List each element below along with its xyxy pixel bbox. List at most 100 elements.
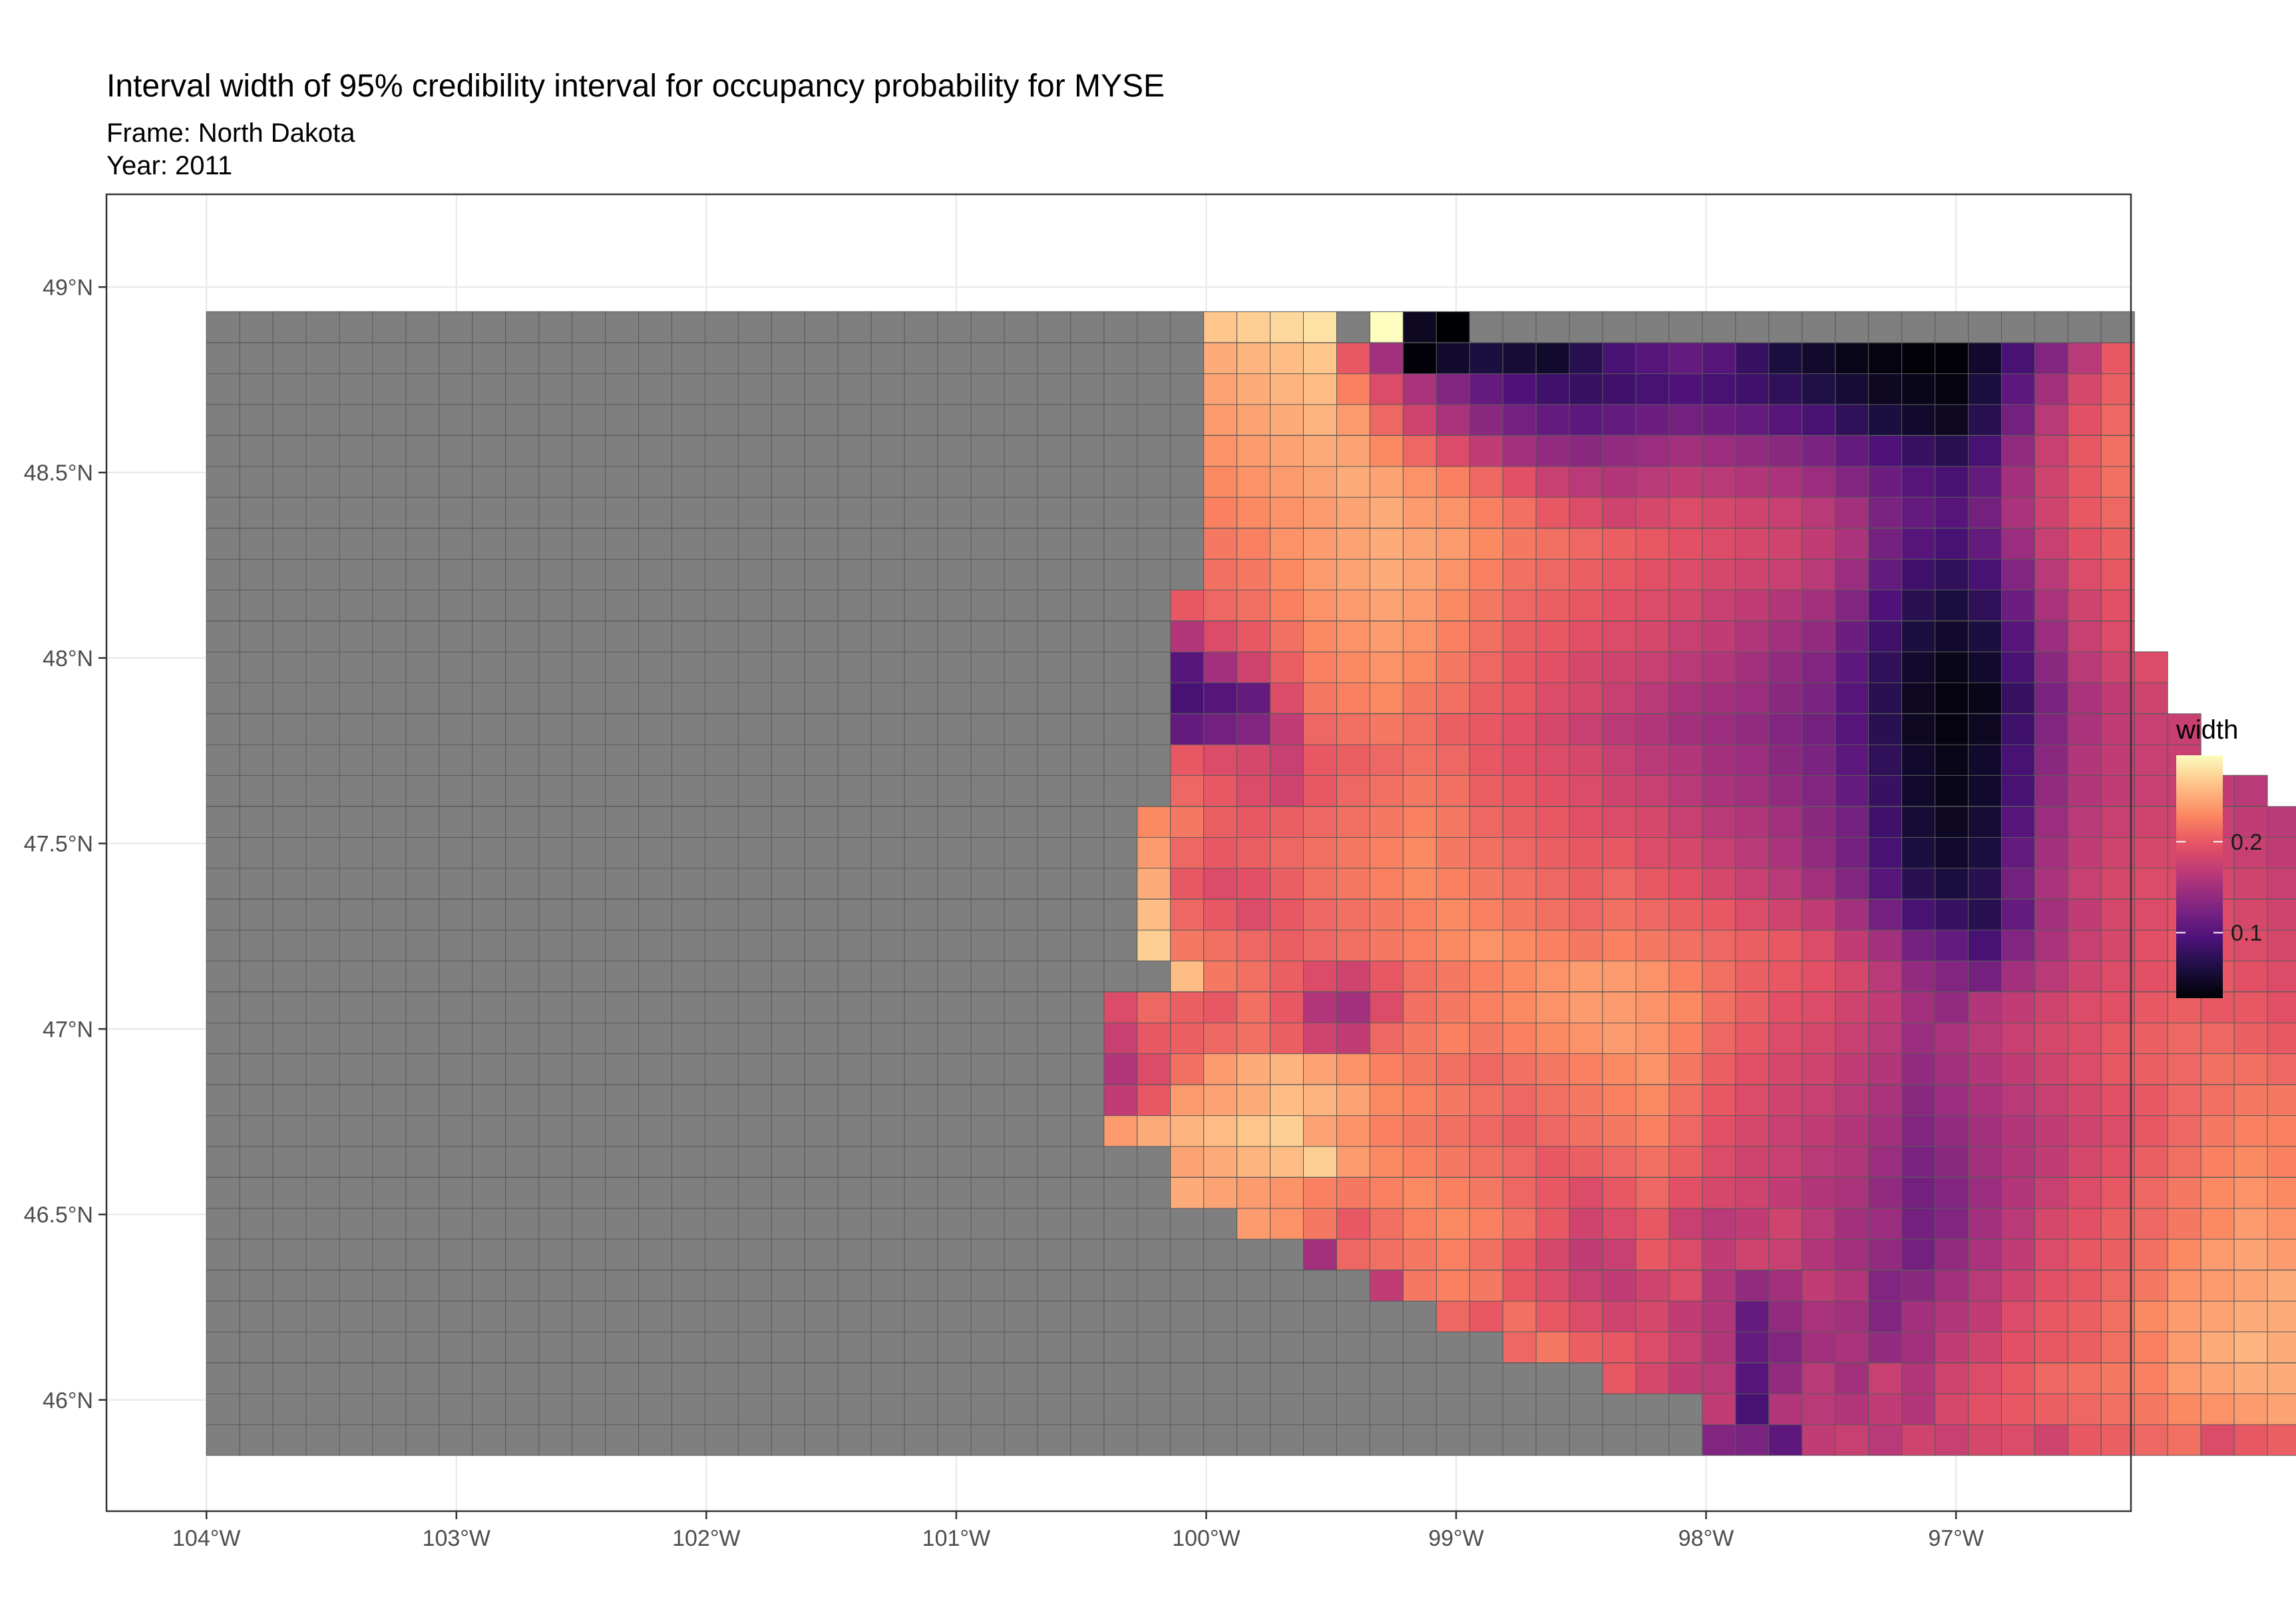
cell-no-data bbox=[505, 1362, 540, 1395]
cell-no-data bbox=[804, 496, 839, 529]
cell-no-data bbox=[1336, 1393, 1370, 1425]
cell-no-data bbox=[904, 868, 938, 900]
cell-width-value bbox=[2100, 682, 2135, 714]
cell-no-data bbox=[605, 713, 640, 745]
cell-width-value bbox=[1502, 1146, 1537, 1178]
cell-width-value bbox=[1802, 342, 1836, 375]
cell-no-data bbox=[771, 744, 805, 776]
cell-width-value bbox=[1602, 898, 1636, 931]
cell-no-data bbox=[272, 620, 307, 653]
cell-width-value bbox=[1303, 1084, 1337, 1117]
cell-no-data bbox=[771, 806, 805, 838]
cell-width-value bbox=[1602, 1022, 1636, 1054]
cell-width-value bbox=[1203, 1146, 1238, 1178]
cell-no-data bbox=[638, 1238, 673, 1270]
cell-width-value bbox=[1901, 404, 1936, 436]
cell-width-value bbox=[1768, 898, 1803, 931]
cell-no-data bbox=[1070, 466, 1105, 498]
cell-no-data bbox=[870, 960, 905, 992]
cell-no-data bbox=[737, 1331, 772, 1363]
cell-no-data bbox=[505, 744, 540, 776]
cell-width-value bbox=[1735, 1208, 1770, 1240]
cell-no-data bbox=[1070, 930, 1105, 962]
cell-width-value bbox=[1569, 1208, 1603, 1240]
cell-width-value bbox=[1735, 1176, 1770, 1209]
cell-no-data bbox=[638, 1176, 673, 1209]
cell-width-value bbox=[1735, 898, 1770, 931]
cell-no-data bbox=[737, 311, 772, 343]
cell-no-data bbox=[1270, 1424, 1304, 1456]
cell-width-value bbox=[2167, 1393, 2201, 1425]
cell-no-data bbox=[837, 1424, 872, 1456]
cell-width-value bbox=[1901, 775, 1936, 807]
cell-width-value bbox=[1402, 930, 1437, 962]
cell-width-value bbox=[1635, 342, 1670, 375]
cell-no-data bbox=[1103, 1331, 1138, 1363]
cell-width-value bbox=[1901, 1084, 1936, 1117]
cell-width-value bbox=[2034, 404, 2068, 436]
cell-width-value bbox=[1502, 1208, 1537, 1240]
cell-width-value bbox=[2167, 1176, 2201, 1209]
cell-width-value bbox=[1602, 404, 1636, 436]
cell-no-data bbox=[239, 1208, 274, 1240]
cell-no-data bbox=[305, 744, 340, 776]
cell-width-value bbox=[1968, 1362, 2002, 1395]
cell-no-data bbox=[638, 1424, 673, 1456]
cell-no-data bbox=[206, 558, 240, 591]
cell-no-data bbox=[305, 496, 340, 529]
cell-no-data bbox=[239, 651, 274, 683]
cell-no-data bbox=[837, 589, 872, 622]
cell-width-value bbox=[1270, 713, 1304, 745]
cell-no-data bbox=[1070, 342, 1105, 375]
cell-width-value bbox=[1802, 466, 1836, 498]
cell-no-data bbox=[339, 1115, 373, 1147]
cell-no-data bbox=[206, 342, 240, 375]
cell-no-data bbox=[1004, 1362, 1038, 1395]
cell-width-value bbox=[1535, 1022, 1570, 1054]
cell-no-data bbox=[1103, 744, 1138, 776]
cell-no-data bbox=[771, 930, 805, 962]
cell-width-value bbox=[2034, 868, 2068, 900]
cell-width-value bbox=[1502, 836, 1537, 869]
cell-no-data bbox=[572, 1300, 606, 1333]
cell-width-value bbox=[2267, 1084, 2296, 1117]
cell-width-value bbox=[1602, 991, 1636, 1023]
cell-no-data bbox=[472, 1146, 506, 1178]
cell-width-value bbox=[1435, 589, 1470, 622]
cell-no-data bbox=[970, 311, 1005, 343]
cell-no-data bbox=[372, 1424, 407, 1456]
cell-no-data bbox=[339, 775, 373, 807]
cell-width-value bbox=[1237, 558, 1271, 591]
cell-width-value bbox=[1635, 558, 1670, 591]
cell-width-value bbox=[1402, 1208, 1437, 1240]
cell-no-data bbox=[904, 991, 938, 1023]
cell-no-data bbox=[605, 991, 640, 1023]
cell-width-value bbox=[1835, 1424, 1869, 1456]
cell-width-value bbox=[1835, 435, 1869, 467]
cell-no-data bbox=[472, 311, 506, 343]
cell-no-data bbox=[505, 1393, 540, 1425]
cell-width-value bbox=[1835, 1208, 1869, 1240]
cell-no-data bbox=[904, 775, 938, 807]
cell-no-data bbox=[1569, 1362, 1603, 1395]
cell-no-data bbox=[937, 898, 972, 931]
cell-no-data bbox=[904, 496, 938, 529]
cell-no-data bbox=[671, 682, 705, 714]
cell-no-data bbox=[572, 682, 606, 714]
cell-no-data bbox=[239, 713, 274, 745]
cell-width-value bbox=[2200, 1270, 2235, 1302]
cell-no-data bbox=[305, 1393, 340, 1425]
cell-width-value bbox=[2001, 1331, 2035, 1363]
cell-width-value bbox=[1237, 342, 1271, 375]
cell-no-data bbox=[272, 713, 307, 745]
cell-width-value bbox=[1270, 1022, 1304, 1054]
cell-no-data bbox=[272, 311, 307, 343]
cell-no-data bbox=[206, 1053, 240, 1085]
cell-no-data bbox=[671, 775, 705, 807]
cell-width-value bbox=[2200, 1238, 2235, 1270]
cell-no-data bbox=[472, 836, 506, 869]
cell-no-data bbox=[505, 466, 540, 498]
cell-no-data bbox=[638, 404, 673, 436]
cell-no-data bbox=[1037, 342, 1071, 375]
cell-width-value bbox=[1802, 1362, 1836, 1395]
